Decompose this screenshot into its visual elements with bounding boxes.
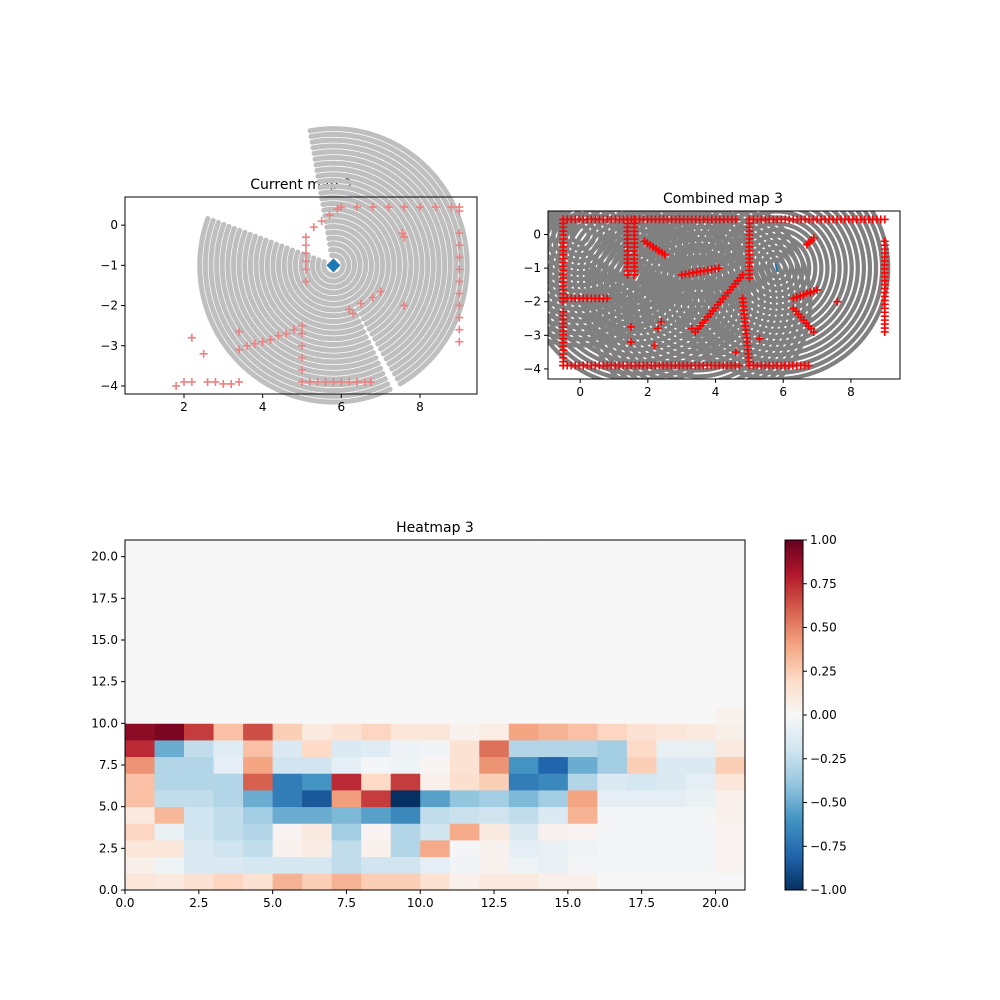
scan-point — [383, 376, 388, 381]
scan-point — [313, 156, 318, 161]
scan-point — [327, 242, 332, 247]
scan-point — [378, 366, 383, 371]
scan-point — [316, 179, 321, 184]
scan-point — [366, 340, 371, 345]
scan-point — [329, 253, 334, 258]
scan-point — [349, 303, 354, 308]
scan-point — [375, 361, 380, 366]
current-ytick-label: −3 — [100, 339, 118, 353]
current-xtick-label: 4 — [259, 400, 267, 414]
scan-point — [337, 277, 342, 282]
scan-point — [320, 202, 325, 207]
scan-point — [317, 185, 322, 190]
scan-point — [373, 355, 378, 360]
current-ytick-label: 0 — [110, 218, 118, 232]
current-xtick-label: 6 — [337, 400, 345, 414]
scan-point — [311, 145, 316, 150]
scan-point — [326, 236, 331, 241]
scan-point — [315, 173, 320, 178]
current-xtick-label: 8 — [416, 400, 424, 414]
scan-point — [309, 134, 314, 139]
scan-point — [314, 168, 319, 173]
scan-point — [380, 371, 385, 376]
scan-point — [312, 151, 317, 156]
scan-point — [342, 288, 347, 293]
scan-point — [359, 324, 364, 329]
scan-point — [335, 272, 340, 277]
scan-point — [371, 350, 376, 355]
scan-point — [387, 387, 392, 392]
scan-point — [340, 282, 345, 287]
scan-point — [310, 139, 315, 144]
scan-point — [356, 319, 361, 324]
scan-point — [308, 128, 313, 133]
current-ytick-label: −2 — [100, 299, 118, 313]
combined-map-title: Combined map 3 — [663, 191, 783, 207]
scan-point — [325, 230, 330, 235]
scan-point — [368, 345, 373, 350]
scan-point — [347, 298, 352, 303]
current-ytick-label: −4 — [100, 379, 118, 393]
scan-point — [324, 225, 329, 230]
scan-point — [361, 329, 366, 334]
current-ytick-label: −1 — [100, 258, 118, 272]
scan-point — [321, 207, 326, 212]
current-xtick-label: 2 — [180, 400, 188, 414]
scan-point — [364, 334, 369, 339]
scan-point — [313, 162, 318, 167]
scan-point — [385, 381, 390, 386]
scan-point — [318, 190, 323, 195]
scan-point — [345, 293, 350, 298]
scan-point — [328, 247, 333, 252]
